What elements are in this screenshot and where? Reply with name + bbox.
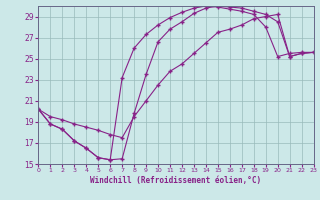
X-axis label: Windchill (Refroidissement éolien,°C): Windchill (Refroidissement éolien,°C) (91, 176, 261, 185)
